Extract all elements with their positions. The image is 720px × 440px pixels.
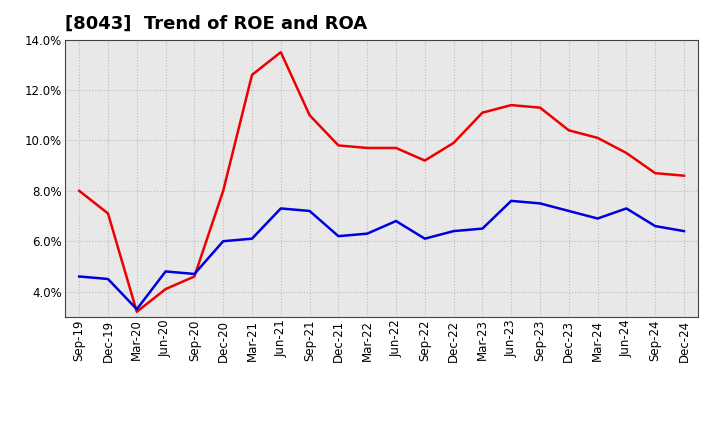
ROE [651,171,660,176]
ROE [449,140,458,146]
ROA [622,206,631,211]
ROA [305,208,314,213]
ROE [248,72,256,77]
ROA [449,228,458,234]
ROE [104,211,112,216]
ROA [478,226,487,231]
ROA [651,224,660,229]
ROE [564,128,573,133]
ROE [680,173,688,178]
ROE [334,143,343,148]
ROE [536,105,544,110]
ROE [507,103,516,108]
Text: [8043]  Trend of ROE and ROA: [8043] Trend of ROE and ROA [65,15,367,33]
ROA [420,236,429,241]
ROA [564,208,573,213]
ROE [190,274,199,279]
ROA [593,216,602,221]
ROA [190,271,199,277]
ROA [680,228,688,234]
ROE [363,145,372,150]
ROA [507,198,516,204]
ROE [276,50,285,55]
ROA [132,307,141,312]
ROA [334,234,343,239]
ROA [248,236,256,241]
ROA [363,231,372,236]
ROE [132,309,141,315]
ROE [478,110,487,115]
ROE [305,113,314,118]
ROE [392,145,400,150]
ROA [392,218,400,224]
ROA [276,206,285,211]
ROA [536,201,544,206]
ROE [622,150,631,156]
ROE [161,286,170,292]
ROE [219,188,228,194]
ROE [75,188,84,194]
ROA [219,238,228,244]
ROE [593,135,602,140]
ROA [75,274,84,279]
Line: ROE: ROE [79,52,684,312]
ROA [161,269,170,274]
Line: ROA: ROA [79,201,684,309]
ROA [104,276,112,282]
ROE [420,158,429,163]
